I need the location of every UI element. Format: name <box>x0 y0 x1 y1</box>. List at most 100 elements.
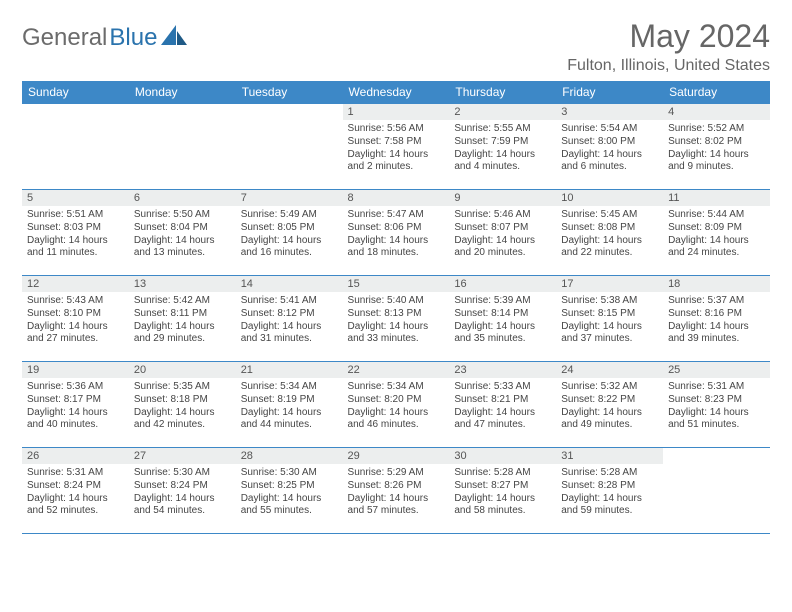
sunset-line: Sunset: 8:27 PM <box>454 480 551 493</box>
daylight-line: Daylight: 14 hours and 46 minutes. <box>348 407 445 433</box>
calendar-cell: 31Sunrise: 5:28 AMSunset: 8:28 PMDayligh… <box>556 448 663 534</box>
sunrise-line: Sunrise: 5:37 AM <box>668 295 765 308</box>
calendar-cell: 21Sunrise: 5:34 AMSunset: 8:19 PMDayligh… <box>236 362 343 448</box>
day-number: 28 <box>236 448 343 464</box>
day-details: Sunrise: 5:37 AMSunset: 8:16 PMDaylight:… <box>663 292 770 350</box>
day-header: Thursday <box>449 81 556 104</box>
day-number: 12 <box>22 276 129 292</box>
sunrise-line: Sunrise: 5:52 AM <box>668 123 765 136</box>
sunrise-line: Sunrise: 5:47 AM <box>348 209 445 222</box>
daylight-line: Daylight: 14 hours and 49 minutes. <box>561 407 658 433</box>
sunset-line: Sunset: 8:05 PM <box>241 222 338 235</box>
calendar-cell: 10Sunrise: 5:45 AMSunset: 8:08 PMDayligh… <box>556 190 663 276</box>
calendar-cell: 19Sunrise: 5:36 AMSunset: 8:17 PMDayligh… <box>22 362 129 448</box>
day-number: 10 <box>556 190 663 206</box>
sunrise-line: Sunrise: 5:42 AM <box>134 295 231 308</box>
day-number: 25 <box>663 362 770 378</box>
day-details: Sunrise: 5:29 AMSunset: 8:26 PMDaylight:… <box>343 464 450 522</box>
day-details: Sunrise: 5:36 AMSunset: 8:17 PMDaylight:… <box>22 378 129 436</box>
calendar-week: 1Sunrise: 5:56 AMSunset: 7:58 PMDaylight… <box>22 104 770 190</box>
calendar-cell: 7Sunrise: 5:49 AMSunset: 8:05 PMDaylight… <box>236 190 343 276</box>
calendar-cell: 23Sunrise: 5:33 AMSunset: 8:21 PMDayligh… <box>449 362 556 448</box>
calendar-cell: 24Sunrise: 5:32 AMSunset: 8:22 PMDayligh… <box>556 362 663 448</box>
daylight-line: Daylight: 14 hours and 9 minutes. <box>668 149 765 175</box>
daylight-line: Daylight: 14 hours and 55 minutes. <box>241 493 338 519</box>
day-header: Wednesday <box>343 81 450 104</box>
logo-sail-icon <box>161 24 187 52</box>
daylight-line: Daylight: 14 hours and 40 minutes. <box>27 407 124 433</box>
day-number: 11 <box>663 190 770 206</box>
daylight-line: Daylight: 14 hours and 57 minutes. <box>348 493 445 519</box>
daylight-line: Daylight: 14 hours and 58 minutes. <box>454 493 551 519</box>
calendar-cell: 8Sunrise: 5:47 AMSunset: 8:06 PMDaylight… <box>343 190 450 276</box>
daylight-line: Daylight: 14 hours and 4 minutes. <box>454 149 551 175</box>
daylight-line: Daylight: 14 hours and 47 minutes. <box>454 407 551 433</box>
day-number: 20 <box>129 362 236 378</box>
calendar-week: 26Sunrise: 5:31 AMSunset: 8:24 PMDayligh… <box>22 448 770 534</box>
brand-logo: GeneralBlue <box>22 18 187 52</box>
day-number: 13 <box>129 276 236 292</box>
calendar-cell: 9Sunrise: 5:46 AMSunset: 8:07 PMDaylight… <box>449 190 556 276</box>
calendar-cell: 30Sunrise: 5:28 AMSunset: 8:27 PMDayligh… <box>449 448 556 534</box>
calendar-cell: 25Sunrise: 5:31 AMSunset: 8:23 PMDayligh… <box>663 362 770 448</box>
day-number: 8 <box>343 190 450 206</box>
calendar-cell: 18Sunrise: 5:37 AMSunset: 8:16 PMDayligh… <box>663 276 770 362</box>
day-details: Sunrise: 5:52 AMSunset: 8:02 PMDaylight:… <box>663 120 770 178</box>
sunset-line: Sunset: 8:14 PM <box>454 308 551 321</box>
sunset-line: Sunset: 8:03 PM <box>27 222 124 235</box>
daylight-line: Daylight: 14 hours and 11 minutes. <box>27 235 124 261</box>
calendar-cell: 3Sunrise: 5:54 AMSunset: 8:00 PMDaylight… <box>556 104 663 190</box>
sunrise-line: Sunrise: 5:30 AM <box>241 467 338 480</box>
calendar-header-row: SundayMondayTuesdayWednesdayThursdayFrid… <box>22 81 770 104</box>
sunset-line: Sunset: 8:13 PM <box>348 308 445 321</box>
sunset-line: Sunset: 8:24 PM <box>27 480 124 493</box>
sunrise-line: Sunrise: 5:35 AM <box>134 381 231 394</box>
daylight-line: Daylight: 14 hours and 2 minutes. <box>348 149 445 175</box>
calendar-cell: 15Sunrise: 5:40 AMSunset: 8:13 PMDayligh… <box>343 276 450 362</box>
sunrise-line: Sunrise: 5:34 AM <box>348 381 445 394</box>
sunrise-line: Sunrise: 5:34 AM <box>241 381 338 394</box>
calendar-cell: 1Sunrise: 5:56 AMSunset: 7:58 PMDaylight… <box>343 104 450 190</box>
sunrise-line: Sunrise: 5:49 AM <box>241 209 338 222</box>
sunset-line: Sunset: 8:11 PM <box>134 308 231 321</box>
daylight-line: Daylight: 14 hours and 39 minutes. <box>668 321 765 347</box>
sunrise-line: Sunrise: 5:28 AM <box>454 467 551 480</box>
sunset-line: Sunset: 8:23 PM <box>668 394 765 407</box>
sunrise-line: Sunrise: 5:33 AM <box>454 381 551 394</box>
daylight-line: Daylight: 14 hours and 24 minutes. <box>668 235 765 261</box>
daylight-line: Daylight: 14 hours and 27 minutes. <box>27 321 124 347</box>
sunrise-line: Sunrise: 5:29 AM <box>348 467 445 480</box>
day-details: Sunrise: 5:34 AMSunset: 8:20 PMDaylight:… <box>343 378 450 436</box>
day-details: Sunrise: 5:47 AMSunset: 8:06 PMDaylight:… <box>343 206 450 264</box>
sunset-line: Sunset: 8:15 PM <box>561 308 658 321</box>
sunset-line: Sunset: 8:16 PM <box>668 308 765 321</box>
daylight-line: Daylight: 14 hours and 13 minutes. <box>134 235 231 261</box>
day-details: Sunrise: 5:56 AMSunset: 7:58 PMDaylight:… <box>343 120 450 178</box>
day-details: Sunrise: 5:51 AMSunset: 8:03 PMDaylight:… <box>22 206 129 264</box>
sunset-line: Sunset: 8:21 PM <box>454 394 551 407</box>
calendar-cell: 4Sunrise: 5:52 AMSunset: 8:02 PMDaylight… <box>663 104 770 190</box>
calendar-cell <box>663 448 770 534</box>
day-details: Sunrise: 5:54 AMSunset: 8:00 PMDaylight:… <box>556 120 663 178</box>
calendar-cell: 6Sunrise: 5:50 AMSunset: 8:04 PMDaylight… <box>129 190 236 276</box>
daylight-line: Daylight: 14 hours and 29 minutes. <box>134 321 231 347</box>
day-details: Sunrise: 5:42 AMSunset: 8:11 PMDaylight:… <box>129 292 236 350</box>
day-details: Sunrise: 5:38 AMSunset: 8:15 PMDaylight:… <box>556 292 663 350</box>
calendar-cell: 28Sunrise: 5:30 AMSunset: 8:25 PMDayligh… <box>236 448 343 534</box>
day-number: 1 <box>343 104 450 120</box>
sunrise-line: Sunrise: 5:46 AM <box>454 209 551 222</box>
calendar-cell <box>22 104 129 190</box>
calendar-week: 12Sunrise: 5:43 AMSunset: 8:10 PMDayligh… <box>22 276 770 362</box>
day-number: 3 <box>556 104 663 120</box>
calendar-cell: 11Sunrise: 5:44 AMSunset: 8:09 PMDayligh… <box>663 190 770 276</box>
daylight-line: Daylight: 14 hours and 33 minutes. <box>348 321 445 347</box>
day-header: Tuesday <box>236 81 343 104</box>
daylight-line: Daylight: 14 hours and 42 minutes. <box>134 407 231 433</box>
day-number: 27 <box>129 448 236 464</box>
daylight-line: Daylight: 14 hours and 51 minutes. <box>668 407 765 433</box>
day-details: Sunrise: 5:31 AMSunset: 8:24 PMDaylight:… <box>22 464 129 522</box>
day-details: Sunrise: 5:45 AMSunset: 8:08 PMDaylight:… <box>556 206 663 264</box>
day-details: Sunrise: 5:28 AMSunset: 8:27 PMDaylight:… <box>449 464 556 522</box>
day-details: Sunrise: 5:43 AMSunset: 8:10 PMDaylight:… <box>22 292 129 350</box>
header: GeneralBlue May 2024 Fulton, Illinois, U… <box>22 18 770 75</box>
